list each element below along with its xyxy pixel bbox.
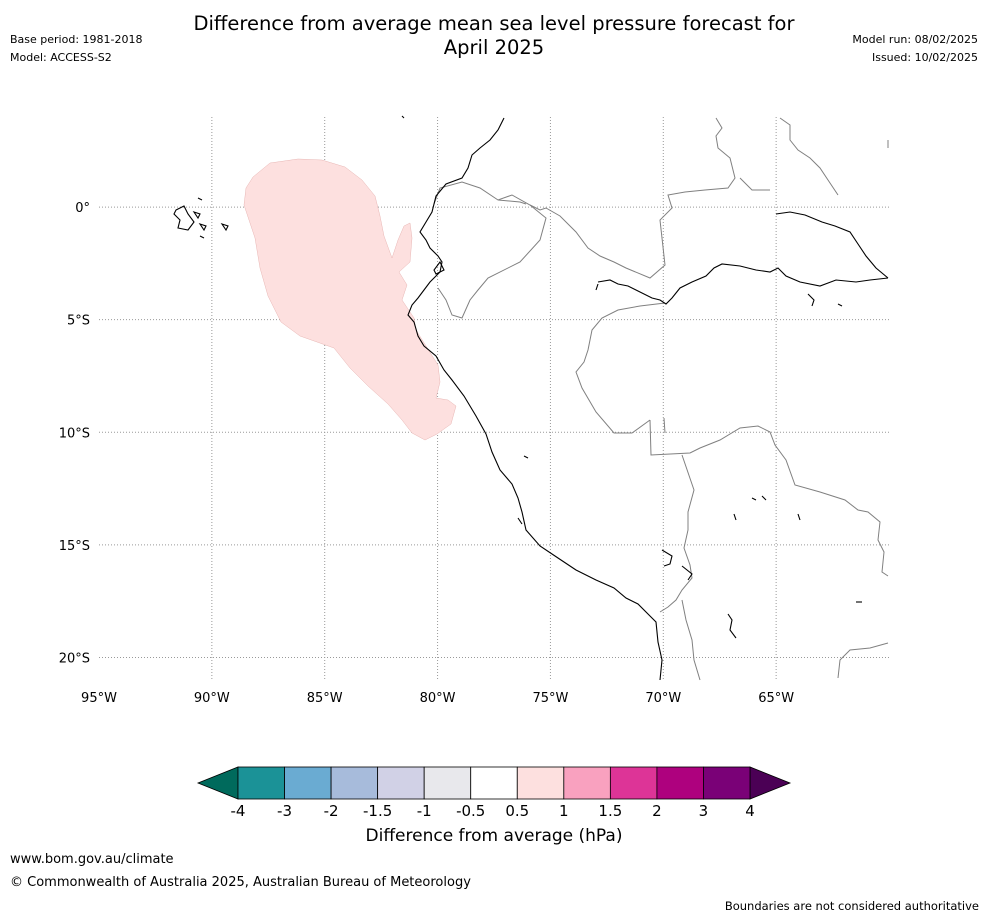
model-run-text: Model run: 08/02/2025 <box>852 33 978 46</box>
lon-tick-label: 70°W <box>645 691 681 706</box>
colorbar-over-arrow <box>749 766 792 800</box>
colorbar-tick-label: 4 <box>745 802 755 820</box>
lon-tick-label: 80°W <box>420 691 456 706</box>
title-line-1: Difference from average mean sea level p… <box>193 12 795 35</box>
colorbar-swatch <box>377 766 425 800</box>
anomaly-region <box>243 158 457 441</box>
colorbar: -4 -3 -2 -1.5 -1 -0.5 0.5 1 1.5 2 3 4 <box>196 766 792 820</box>
colorbar-label: Difference from average (hPa) <box>365 826 623 846</box>
colorbar-tick-label: -3 <box>277 802 292 820</box>
colorbar-tick-label: -1.5 <box>363 802 392 820</box>
boundaries-note: Boundaries are not considered authoritat… <box>724 899 979 913</box>
colorbar-swatch <box>609 766 658 800</box>
colorbar-swatch <box>284 766 332 800</box>
colorbar-tick-label: 3 <box>699 802 709 820</box>
graticule <box>99 117 889 680</box>
colorbar-swatch <box>470 766 518 800</box>
longitude-labels: 95°W 90°W 85°W 80°W 75°W 70°W 65°W <box>81 691 794 706</box>
colorbar-tick-label: -2 <box>324 802 339 820</box>
lon-tick-label: 75°W <box>532 691 568 706</box>
lon-tick-label: 95°W <box>81 691 117 706</box>
lat-tick-label: 5°S <box>67 314 90 329</box>
model-text: Model: ACCESS-S2 <box>10 51 112 64</box>
colorbar-swatch <box>237 766 285 800</box>
header-left: Base period: 1981-2018 Model: ACCESS-S2 <box>10 31 142 67</box>
colorbar-swatch <box>423 766 472 800</box>
coastlines <box>173 115 889 681</box>
title-line-2: April 2025 <box>443 36 545 59</box>
lon-tick-label: 65°W <box>758 691 794 706</box>
lon-tick-label: 90°W <box>194 691 230 706</box>
colorbar-under-arrow <box>196 766 239 800</box>
colorbar-swatch <box>330 766 379 800</box>
colorbar-swatch <box>563 766 611 800</box>
issued-text: Issued: 10/02/2025 <box>871 51 978 64</box>
colorbar-tick-label: -1 <box>417 802 432 820</box>
colorbar-tick-label: -4 <box>231 802 246 820</box>
map-title: Difference from average mean sea level p… <box>0 12 988 60</box>
colorbar-tick-label: 0.5 <box>505 802 529 820</box>
colorbar-swatch <box>516 766 565 800</box>
base-period-text: Base period: 1981-2018 <box>10 33 143 46</box>
lat-tick-label: 20°S <box>59 651 90 666</box>
colorbar-swatch <box>703 766 751 800</box>
country-boundaries <box>433 117 889 681</box>
lon-tick-label: 85°W <box>307 691 343 706</box>
latitude-labels: 0° 5°S 10°S 15°S 20°S <box>59 201 90 666</box>
website-link[interactable]: www.bom.gov.au/climate <box>10 852 174 867</box>
header-right: Model run: 08/02/2025 Issued: 10/02/2025 <box>852 31 978 67</box>
colorbar-tick-label: 2 <box>652 802 662 820</box>
lat-tick-label: 0° <box>75 201 90 216</box>
copyright-text: © Commonwealth of Australia 2025, Austra… <box>10 875 471 890</box>
colorbar-swatch <box>656 766 704 800</box>
lat-tick-label: 10°S <box>59 426 90 441</box>
colorbar-tick-label: -0.5 <box>456 802 485 820</box>
lat-tick-label: 15°S <box>59 539 90 554</box>
colorbar-tick-label: 1 <box>559 802 569 820</box>
colorbar-tick-label: 1.5 <box>598 802 622 820</box>
